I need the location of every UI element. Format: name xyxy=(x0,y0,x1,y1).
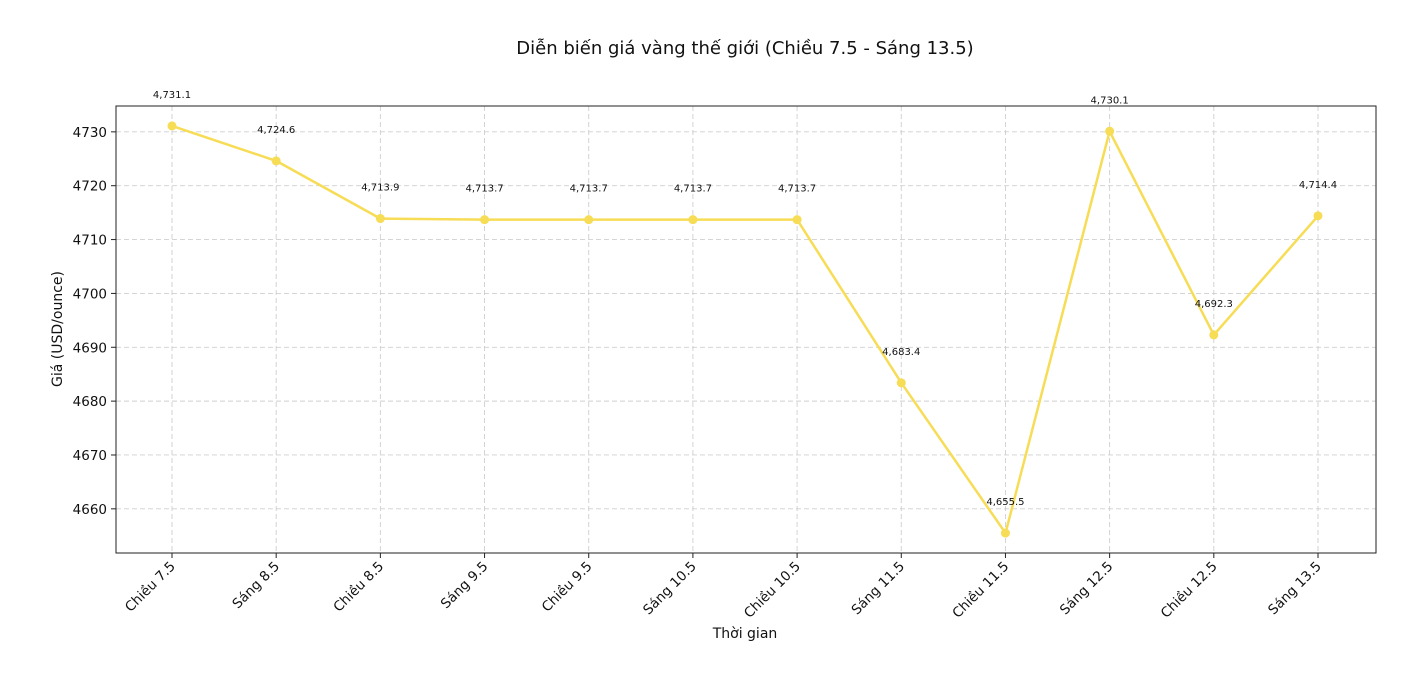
plot-area-frame xyxy=(115,105,1377,554)
x-tick-label: Chiều 12.5 xyxy=(1157,558,1221,622)
x-tick-label: Sáng 10.5 xyxy=(640,559,700,619)
y-axis-ticks: 4660 4670 4680 4690 4700 4710 4720 4730 xyxy=(73,125,116,518)
data-point xyxy=(1209,330,1219,340)
grid xyxy=(116,106,1376,553)
data-point xyxy=(1000,528,1010,538)
data-point xyxy=(167,121,177,131)
data-label: 4,731.1 xyxy=(153,90,191,101)
x-tick-label: Chiều 11.5 xyxy=(949,558,1013,622)
data-point xyxy=(792,215,802,225)
x-axis-ticks: Chiều 7.5 Sáng 8.5 Chiều 8.5 Sáng 9.5 Chiều … xyxy=(121,553,1325,621)
x-tick-label: Sáng 8.5 xyxy=(229,559,283,613)
y-axis-label: Giá (USD/ounce) xyxy=(50,271,66,387)
data-label: 4,713.7 xyxy=(674,184,712,195)
y-tick-label: 4700 xyxy=(73,286,107,302)
data-point xyxy=(375,214,385,224)
x-tick-label: Sáng 11.5 xyxy=(848,559,908,619)
y-tick-label: 4720 xyxy=(73,179,107,195)
x-tick-label: Sáng 13.5 xyxy=(1265,559,1325,619)
price-series-line xyxy=(170,124,1320,535)
x-axis-label: Thời gian xyxy=(712,626,778,642)
data-label: 4,713.7 xyxy=(570,184,608,195)
data-label: 4,713.9 xyxy=(361,183,399,194)
x-tick-label: Sáng 9.5 xyxy=(438,559,492,613)
y-tick-label: 4690 xyxy=(73,340,107,356)
data-label: 4,713.7 xyxy=(778,184,816,195)
x-tick-label: Chiều 7.5 xyxy=(121,558,179,616)
data-point xyxy=(584,215,594,225)
y-tick-label: 4710 xyxy=(73,233,107,249)
x-tick-label: Chiều 8.5 xyxy=(330,558,388,616)
y-tick-label: 4660 xyxy=(73,502,107,518)
y-tick-label: 4670 xyxy=(73,448,107,464)
data-points xyxy=(167,121,1323,538)
data-labels: 4,731.1 4,724.6 4,713.9 4,713.7 4,713.7 4,713… xyxy=(153,90,1337,508)
data-label: 4,724.6 xyxy=(257,125,295,136)
x-tick-label: Sáng 12.5 xyxy=(1057,559,1117,619)
y-tick-label: 4730 xyxy=(73,125,107,141)
chart-title: Diễn biến giá vàng thế giới (Chiều 7.5 -… xyxy=(516,38,973,59)
data-label: 4,730.1 xyxy=(1091,95,1129,106)
data-point xyxy=(1313,211,1323,221)
data-point xyxy=(688,215,698,225)
data-point xyxy=(1105,126,1115,136)
data-label: 4,655.5 xyxy=(986,497,1024,508)
data-label: 4,713.7 xyxy=(465,184,503,195)
data-label: 4,692.3 xyxy=(1195,299,1233,310)
x-tick-label: Chiều 9.5 xyxy=(538,558,596,616)
data-label: 4,683.4 xyxy=(882,347,920,358)
x-tick-label: Chiều 10.5 xyxy=(740,558,804,622)
data-point xyxy=(480,215,490,225)
data-point xyxy=(271,156,281,166)
y-tick-label: 4680 xyxy=(73,394,107,410)
data-point xyxy=(896,378,906,388)
data-label: 4,714.4 xyxy=(1299,180,1337,191)
